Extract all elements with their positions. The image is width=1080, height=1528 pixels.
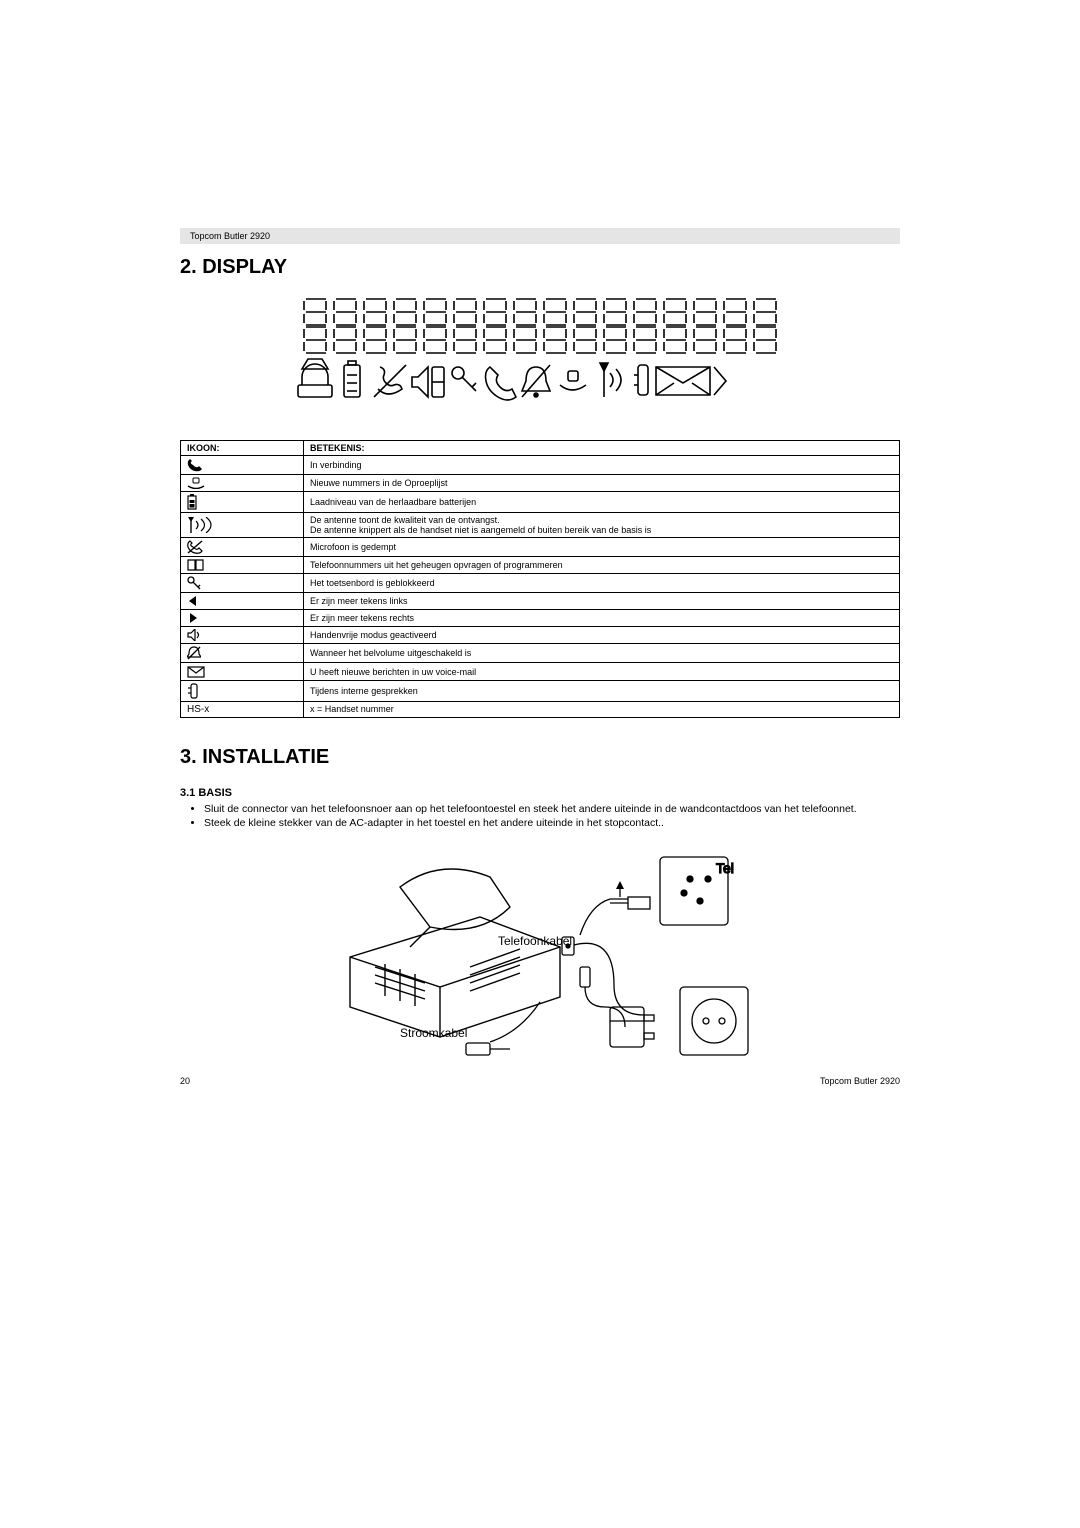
mic-mute-icon <box>181 538 304 557</box>
table-row: Telefoonnummers uit het geheugen opvrage… <box>181 557 900 574</box>
lcd-svg <box>280 297 800 417</box>
table-row: Er zijn meer tekens rechts <box>181 610 900 627</box>
phone-handset-icon <box>181 456 304 475</box>
label-tel: Tel <box>716 860 734 876</box>
hs-x-label: HS-x <box>181 701 304 717</box>
meaning-cell: De antenne toont de kwaliteit van de ont… <box>304 513 900 538</box>
table-header-row: IKOON: BETEKENIS: <box>181 441 900 456</box>
meaning-cell: Microfoon is gedempt <box>304 538 900 557</box>
meaning-cell: Tijdens interne gesprekken <box>304 680 900 701</box>
meaning-cell: Handenvrije modus geactiveerd <box>304 627 900 644</box>
envelope-icon <box>181 663 304 680</box>
page-footer: 20 Topcom Butler 2920 <box>180 1076 900 1086</box>
speaker-icon <box>181 627 304 644</box>
table-row: Er zijn meer tekens links <box>181 593 900 610</box>
key-lock-icon <box>181 574 304 593</box>
table-row: Handenvrije modus geactiveerd <box>181 627 900 644</box>
display-lcd-figure <box>180 297 900 422</box>
table-row: HS-x x = Handset nummer <box>181 701 900 717</box>
meaning-cell: In verbinding <box>304 456 900 475</box>
manual-page: Topcom Butler 2920 2. DISPLAY <box>0 0 1080 1528</box>
antenna-signal-icon <box>181 513 304 538</box>
meaning-cell: Er zijn meer tekens links <box>304 593 900 610</box>
meaning-cell: Laadniveau van de herlaadbare batterijen <box>304 492 900 513</box>
col-meaning-header: BETEKENIS: <box>304 441 900 456</box>
meaning-cell: U heeft nieuwe berichten in uw voice-mai… <box>304 663 900 680</box>
table-row: Nieuwe nummers in de Oproeplijst <box>181 475 900 492</box>
meaning-cell: Het toetsenbord is geblokkeerd <box>304 574 900 593</box>
install-bullet-1: Sluit de connector van het telefoonsnoer… <box>204 803 900 815</box>
icon-meaning-table: IKOON: BETEKENIS: In verbinding Nieuwe n… <box>180 440 900 718</box>
meaning-cell: Telefoonnummers uit het geheugen opvrage… <box>304 557 900 574</box>
table-row: Tijdens interne gesprekken <box>181 680 900 701</box>
footer-product: Topcom Butler 2920 <box>820 1076 900 1086</box>
header-bar: Topcom Butler 2920 <box>180 228 900 244</box>
table-row: In verbinding <box>181 456 900 475</box>
table-row: Laadniveau van de herlaadbare batterijen <box>181 492 900 513</box>
ringer-off-icon <box>181 644 304 663</box>
meaning-cell: Wanneer het belvolume uitgeschakeld is <box>304 644 900 663</box>
meaning-cell: x = Handset nummer <box>304 701 900 717</box>
page-number: 20 <box>180 1076 190 1086</box>
table-row: Wanneer het belvolume uitgeschakeld is <box>181 644 900 663</box>
phonebook-icon <box>181 557 304 574</box>
install-bullet-2: Steek de kleine stekker van de AC-adapte… <box>204 817 900 829</box>
meaning-cell: Er zijn meer tekens rechts <box>304 610 900 627</box>
label-power-cable: Stroomkabel <box>400 1026 467 1040</box>
section-display-title: 2. DISPLAY <box>180 256 900 279</box>
arrow-left-icon <box>181 593 304 610</box>
table-row: Microfoon is gedempt <box>181 538 900 557</box>
install-basis-title: 3.1 BASIS <box>180 787 900 799</box>
install-figure: Telefoonkabel <box>180 837 900 1072</box>
meaning-cell: Nieuwe nummers in de Oproeplijst <box>304 475 900 492</box>
section-install-title: 3. INSTALLATIE <box>180 746 900 769</box>
col-icon-header: IKOON: <box>181 441 304 456</box>
intercom-icon <box>181 680 304 701</box>
install-bullets: Sluit de connector van het telefoonsnoer… <box>180 803 900 829</box>
table-row: De antenne toont de kwaliteit van de ont… <box>181 513 900 538</box>
battery-icon <box>181 492 304 513</box>
arrow-right-icon <box>181 610 304 627</box>
label-phone-cable: Telefoonkabel <box>498 934 572 948</box>
call-list-icon <box>181 475 304 492</box>
table-row: Het toetsenbord is geblokkeerd <box>181 574 900 593</box>
table-row: U heeft nieuwe berichten in uw voice-mai… <box>181 663 900 680</box>
header-product: Topcom Butler 2920 <box>190 231 270 241</box>
